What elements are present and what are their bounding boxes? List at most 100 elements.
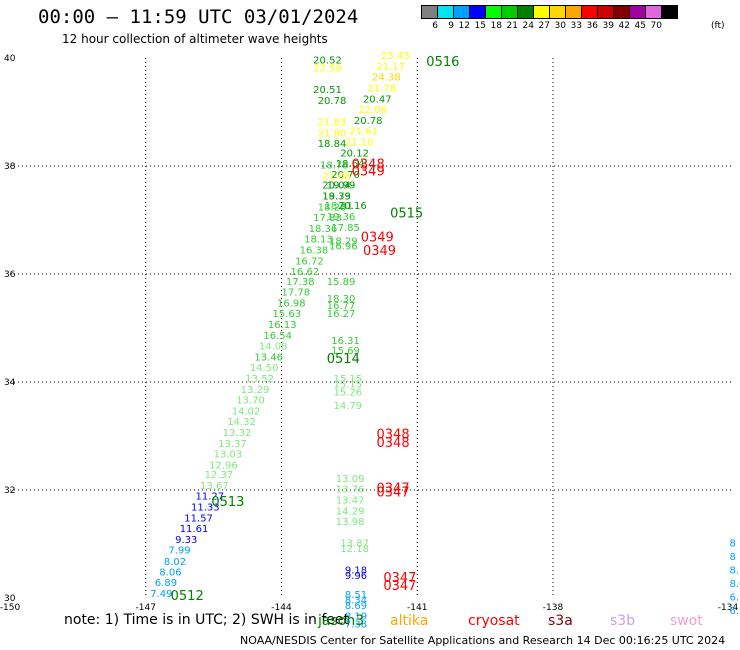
wave-height-value: 13.52: [245, 374, 274, 385]
wave-height-value: 16.98: [277, 298, 306, 309]
wave-height-value: 8.51: [345, 590, 367, 601]
wave-height-value: 16.27: [327, 309, 356, 320]
wave-height-value: 13.03: [214, 450, 243, 461]
legend-label: 39: [602, 21, 614, 31]
wave-height-value: 20.78: [354, 116, 383, 127]
wave-height-value: 17.83: [313, 213, 342, 224]
wave-height-value: 12.18: [340, 544, 369, 555]
lon-tick-label: -134: [718, 603, 739, 613]
wave-height-value: 9.96: [345, 571, 367, 582]
wave-height-value: 14.08: [259, 342, 288, 353]
wave-height-value: 8.34: [345, 595, 367, 606]
wave-height-value: 14.50: [250, 363, 279, 374]
mission-label-s3b: s3b: [610, 613, 636, 629]
wave-height-value: 21.80: [318, 128, 347, 139]
wave-height-value: 7.49: [150, 589, 172, 600]
wave-height-value: 21.06: [322, 172, 351, 183]
wave-height-value: 13.87: [340, 539, 369, 550]
legend-label: 45: [634, 21, 646, 31]
pass-time-label: 0349: [363, 244, 396, 259]
wave-height-value: 20.78: [318, 96, 347, 107]
wave-height-value: 21.17: [377, 62, 406, 73]
lon-tick-label: -147: [136, 603, 156, 613]
wave-height-value: 18.64: [336, 159, 365, 170]
credit-line: NOAA/NESDIS Center for Satellite Applica…: [240, 634, 726, 647]
wave-height-value: 13.32: [223, 428, 252, 439]
footer-note: note: 1) Time is in UTC; 2) SWH is in fe…: [64, 612, 350, 628]
wave-height-value: 15.15: [334, 374, 363, 385]
wave-height-value: 11.57: [184, 513, 213, 524]
pass-time-label: 0348: [377, 428, 410, 443]
wave-height-value: 20.12: [340, 148, 369, 159]
wave-height-value: 14.29: [336, 506, 365, 517]
mission-label-s3a: s3a: [548, 613, 573, 629]
pass-time-label: 0514: [327, 352, 360, 367]
wave-height-value: 8: [729, 539, 735, 550]
wave-height-value: 14.02: [232, 406, 261, 417]
wave-height-value: 18.36: [309, 224, 338, 235]
wave-height-value: 23.43: [381, 51, 410, 62]
legend-unit: (ft): [711, 21, 725, 31]
wave-height-value: 15.69: [331, 346, 360, 357]
mission-label-swot: swot: [670, 613, 703, 629]
mission-label-jason3: jason3: [318, 613, 365, 629]
wave-height-value: 20.04: [322, 181, 351, 192]
wave-height-value: 20.51: [313, 85, 342, 96]
wave-height-value: 17.38: [286, 277, 315, 288]
wave-height-value: 13.29: [241, 385, 270, 396]
lat-tick-label: 40: [4, 54, 16, 64]
pass-time-label: 0348: [352, 158, 385, 173]
wave-height-value: 21.78: [367, 83, 396, 94]
pass-time-label: 0515: [390, 206, 423, 221]
wave-height-value: 6.2: [729, 606, 740, 617]
wave-height-value: 13.76: [336, 485, 365, 496]
wave-height-value: 13.09: [336, 474, 365, 485]
legend-swatches: [421, 5, 678, 19]
legend-labels: (ft) 6 9 12 15 18 21 24 27 30 33 36 39 42 45 70: [421, 19, 724, 33]
wave-height-value: 16.72: [295, 256, 324, 267]
wave-height-value: 24.38: [372, 73, 401, 84]
wave-height-value: 6.5: [729, 593, 740, 604]
wave-height-value: 14.79: [334, 401, 363, 412]
wave-height-value: 14.32: [227, 417, 256, 428]
wave-height-value: 12.96: [209, 460, 238, 471]
wave-height-value: 18.30: [327, 294, 356, 305]
pass-time-label: 0348: [377, 436, 410, 451]
lon-tick-label: -150: [0, 603, 20, 613]
wave-height-value: 13.47: [336, 496, 365, 507]
wave-height-value: 9.33: [175, 535, 197, 546]
pass-time-label: 0347: [377, 482, 410, 497]
wave-height-value: 18.31: [324, 201, 353, 212]
wave-height-value: 11.33: [191, 503, 220, 514]
page-subtitle: 12 hour collection of altimeter wave hei…: [62, 32, 328, 46]
wave-height-value: 21.10: [345, 137, 374, 148]
wave-height-value: 13.46: [254, 352, 283, 363]
legend-label: 27: [538, 21, 550, 31]
legend-label: 24: [522, 21, 534, 31]
wave-height-legend: (ft) 6 9 12 15 18 21 24 27 30 33 36 39 42 45 70: [421, 5, 725, 33]
pass-time-label: 0347: [383, 579, 416, 594]
wave-height-value: 18.13: [304, 235, 333, 246]
pass-time-label: 0349: [352, 165, 385, 180]
wave-height-value: 8.69: [345, 601, 367, 612]
wave-height-value: 18.28: [318, 202, 347, 213]
wave-height-value: 18.73: [322, 191, 351, 202]
wave-height-value: 16.38: [300, 245, 329, 256]
wave-height-value: 20.52: [313, 55, 342, 66]
legend-label: 30: [554, 21, 566, 31]
wave-height-value: 8.19: [345, 612, 367, 623]
legend-label: 18: [490, 21, 502, 31]
wave-height-value: 20.16: [338, 201, 367, 212]
wave-height-value: 11.61: [180, 524, 209, 535]
wave-height-value: 18.78: [320, 161, 349, 172]
wave-height-value: 13.67: [200, 481, 229, 492]
lat-tick-label: 30: [4, 594, 16, 604]
legend-label: 42: [618, 21, 630, 31]
wave-height-value: 22.59: [313, 64, 342, 75]
wave-height-value: 18.29: [329, 236, 358, 247]
mission-label-altika: altika: [390, 613, 429, 629]
wave-height-value: 21.83: [318, 118, 347, 129]
wave-height-value: 11.27: [196, 492, 225, 503]
wave-height-value: 17.78: [282, 288, 311, 299]
